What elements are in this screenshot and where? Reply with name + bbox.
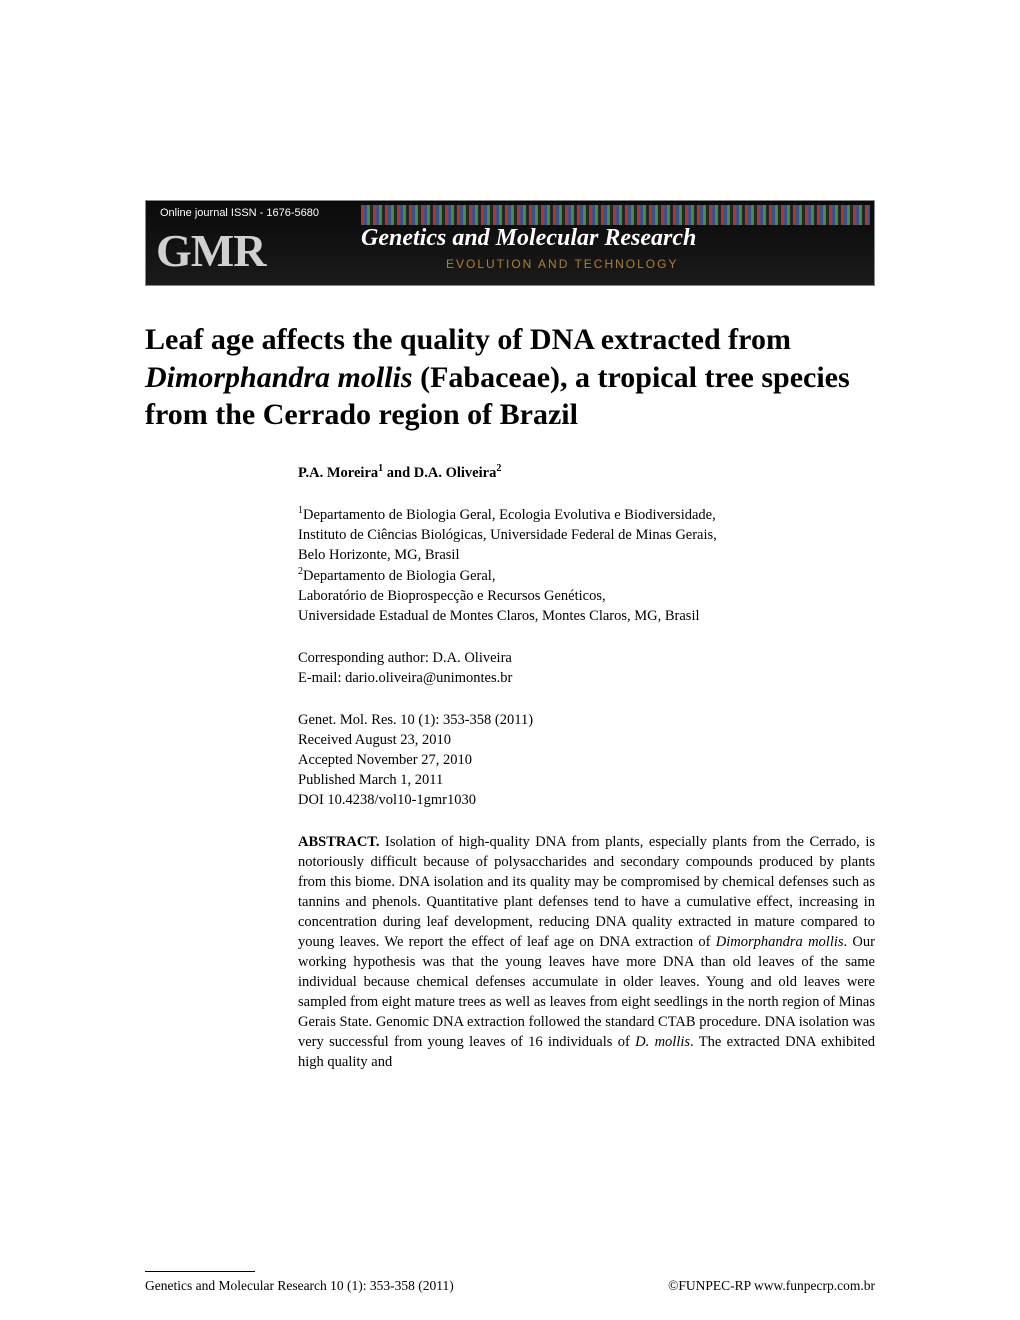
cite-published: Published March 1, 2011 [298, 770, 875, 790]
cite-received: Received August 23, 2010 [298, 730, 875, 750]
corr-email: E-mail: dario.oliveira@unimontes.br [298, 668, 875, 688]
footer-divider [145, 1271, 255, 1272]
journal-banner: Online journal ISSN - 1676-5680 GMR Gene… [145, 200, 875, 286]
dna-decoration [361, 205, 870, 225]
article-title: Leaf age affects the quality of DNA extr… [145, 321, 875, 434]
abstract-p1: Isolation of high-quality DNA from plant… [298, 834, 875, 950]
banner-issn: Online journal ISSN - 1676-5680 [160, 207, 319, 219]
affil-1c: Belo Horizonte, MG, Brasil [298, 545, 875, 565]
title-species: Dimorphandra mollis [145, 361, 413, 394]
affil-1b: Instituto de Ciências Biológicas, Univer… [298, 525, 875, 545]
footer-copyright: ©FUNPEC-RP www.funpecrp.com.br [668, 1278, 875, 1294]
banner-subtitle: EVOLUTION AND TECHNOLOGY [446, 257, 678, 271]
affil-2: 2Departamento de Biologia Geral, [298, 565, 875, 586]
abstract-p2: . Our working hypothesis was that the yo… [298, 934, 875, 1050]
affil-2b: Laboratório de Bioprospecção e Recursos … [298, 586, 875, 606]
footer: Genetics and Molecular Research 10 (1): … [145, 1278, 875, 1294]
affil-1a: Departamento de Biologia Geral, Ecologia… [303, 507, 716, 523]
affiliations: 1Departamento de Biologia Geral, Ecologi… [298, 504, 875, 626]
affil-2a: Departamento de Biologia Geral, [303, 568, 495, 584]
affil-1: 1Departamento de Biologia Geral, Ecologi… [298, 504, 875, 525]
authors: P.A. Moreira1 and D.A. Oliveira2 [298, 462, 875, 483]
abstract: ABSTRACT. Isolation of high-quality DNA … [298, 832, 875, 1072]
correspondence: Corresponding author: D.A. Oliveira E-ma… [298, 648, 875, 688]
cite-doi: DOI 10.4238/vol10-1gmr1030 [298, 790, 875, 810]
corr-author: Corresponding author: D.A. Oliveira [298, 648, 875, 668]
abstract-species-2: D. mollis [635, 1034, 690, 1050]
author-1: P.A. Moreira [298, 464, 378, 480]
title-part1: Leaf age affects the quality of DNA extr… [145, 323, 791, 356]
affil-2c: Universidade Estadual de Montes Claros, … [298, 606, 875, 626]
authors-and: and [383, 464, 414, 480]
author-2-sup: 2 [496, 463, 501, 474]
abstract-label: ABSTRACT. [298, 834, 380, 850]
banner-journal-title: Genetics and Molecular Research [361, 225, 696, 252]
citation-info: Genet. Mol. Res. 10 (1): 353-358 (2011) … [298, 710, 875, 810]
cite-journal: Genet. Mol. Res. 10 (1): 353-358 (2011) [298, 710, 875, 730]
banner-gmr-logo: GMR [156, 224, 265, 277]
cite-accepted: Accepted November 27, 2010 [298, 750, 875, 770]
abstract-species-1: Dimorphandra mollis [716, 934, 844, 950]
author-2: D.A. Oliveira [414, 464, 497, 480]
footer-citation: Genetics and Molecular Research 10 (1): … [145, 1278, 454, 1294]
